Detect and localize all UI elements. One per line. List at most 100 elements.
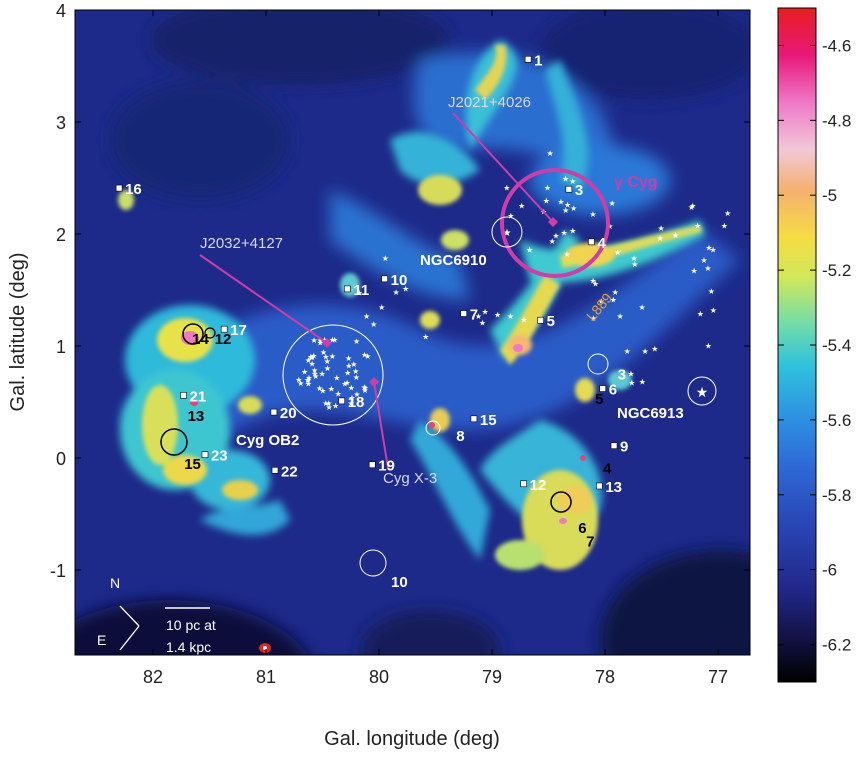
y-tick-label: -1 — [50, 561, 66, 581]
x-tick-label: 82 — [143, 667, 163, 687]
scale-bar-line1: 10 pc at — [166, 617, 216, 633]
star-icon: ★ — [361, 386, 368, 395]
star-icon: ★ — [704, 264, 711, 273]
star-icon: ★ — [503, 183, 510, 192]
star-icon: ★ — [341, 380, 348, 389]
star-icon: ★ — [329, 336, 336, 345]
star-icon: ★ — [520, 316, 527, 325]
star-icon: ★ — [557, 198, 564, 207]
gamma-cyg-circle — [500, 168, 610, 278]
star-icon: ★ — [721, 221, 728, 230]
compass-north-label: N — [110, 575, 120, 591]
source-square-icon — [565, 185, 573, 193]
source-square-icon — [520, 480, 527, 488]
star-icon: ★ — [305, 374, 312, 383]
star-icon: ★ — [317, 338, 324, 347]
source-label: 16 — [125, 181, 142, 198]
colorbar-ticks: -4.6 -4.8 -5 -5.2 -5.4 -5.6 -5.8 -6 -6.2 — [778, 36, 851, 655]
j2021-diamond-icon — [548, 217, 558, 227]
star-icon: ★ — [295, 376, 302, 385]
star-icon: ★ — [563, 250, 570, 259]
source-label: 4 — [597, 235, 606, 252]
star-icon: ★ — [309, 360, 316, 369]
source-label: 21 — [190, 388, 207, 405]
star-icon: ★ — [310, 351, 317, 360]
white-label: 10 — [391, 574, 408, 591]
star-icon: ★ — [610, 295, 617, 304]
source-square-icon — [368, 461, 376, 469]
white-label: 8 — [456, 428, 464, 445]
source-label: 11 — [353, 282, 369, 299]
star-icon: ★ — [639, 377, 646, 386]
star-icon: ★ — [592, 279, 599, 288]
star-icon: ★ — [507, 212, 514, 221]
star-icon: ★ — [479, 318, 486, 327]
star-icon: ★ — [378, 303, 385, 312]
source-square-icon — [610, 442, 618, 449]
star-icon: ★ — [616, 312, 623, 321]
source-square-icon — [220, 325, 228, 333]
star-icon: ★ — [353, 337, 360, 346]
star-icon: ★ — [598, 297, 605, 306]
compass: N E — [97, 575, 140, 651]
star-icon: ★ — [710, 246, 717, 255]
ngc6910-star-icon: ★ — [503, 228, 512, 239]
scale-bar-line2: 1.4 kpc — [166, 639, 211, 655]
source-label: 19 — [378, 458, 395, 475]
star-icon: ★ — [301, 368, 308, 377]
ngc6910-circle — [491, 216, 523, 248]
star-icon: ★ — [549, 237, 556, 246]
black-label: 14 — [192, 331, 209, 348]
cyg-x3-label: Cyg X-3 — [383, 470, 437, 487]
star-icon: ★ — [304, 375, 311, 384]
black-label: 4 — [603, 461, 612, 478]
source-label: 23 — [211, 448, 228, 465]
source-square-icon — [271, 467, 279, 474]
star-icon: ★ — [672, 231, 679, 240]
star-icon: ★ — [507, 312, 514, 321]
colorbar-tick-label: -5.6 — [822, 411, 851, 430]
star-icon: ★ — [651, 344, 658, 353]
x-tick-label: 80 — [369, 667, 389, 687]
star-icon: ★ — [697, 310, 704, 319]
white-circle-8 — [425, 420, 441, 436]
j2021-label: J2021+4026 — [448, 94, 531, 111]
star-icon: ★ — [317, 336, 324, 345]
cyg-ob2-label: Cyg OB2 — [236, 432, 299, 449]
star-icon: ★ — [569, 226, 576, 235]
star-icon: ★ — [309, 353, 316, 362]
source-label: 10 — [391, 272, 408, 289]
source-square-icon — [460, 310, 468, 317]
compass-east-label: E — [97, 632, 106, 648]
star-icon: ★ — [724, 209, 731, 218]
black-labels: 14 12 13 15 4 5 67 — [184, 331, 612, 551]
star-icon: ★ — [657, 224, 664, 233]
ngc6913-label: NGC6913 — [617, 405, 684, 422]
black-circle-12 — [204, 327, 216, 339]
colorbar — [777, 7, 817, 683]
source-label: 3 — [575, 182, 583, 199]
star-icon: ★ — [310, 336, 317, 345]
star-icon: ★ — [609, 199, 616, 208]
source-label: 9 — [620, 439, 628, 456]
colorbar-tick-label: -4.8 — [822, 111, 851, 130]
y-tick-label: 2 — [56, 225, 66, 245]
star-icon: ★ — [316, 384, 323, 393]
plot-frame — [74, 9, 751, 656]
source-square-icon — [344, 285, 351, 293]
star-icon: ★ — [305, 380, 312, 389]
j2032-diamond-icon — [322, 338, 332, 348]
star-icon: ★ — [518, 201, 525, 210]
source-label: 7 — [470, 307, 478, 324]
star-icon: ★ — [590, 314, 597, 323]
star-icon: ★ — [353, 390, 360, 399]
source-square-icon — [524, 55, 532, 63]
star-icon: ★ — [321, 335, 328, 344]
y-tick-label: 0 — [56, 449, 66, 469]
star-icon: ★ — [307, 352, 314, 361]
source-square-icon — [338, 397, 346, 405]
star-icon: ★ — [348, 383, 355, 392]
star-icon: ★ — [320, 348, 327, 357]
